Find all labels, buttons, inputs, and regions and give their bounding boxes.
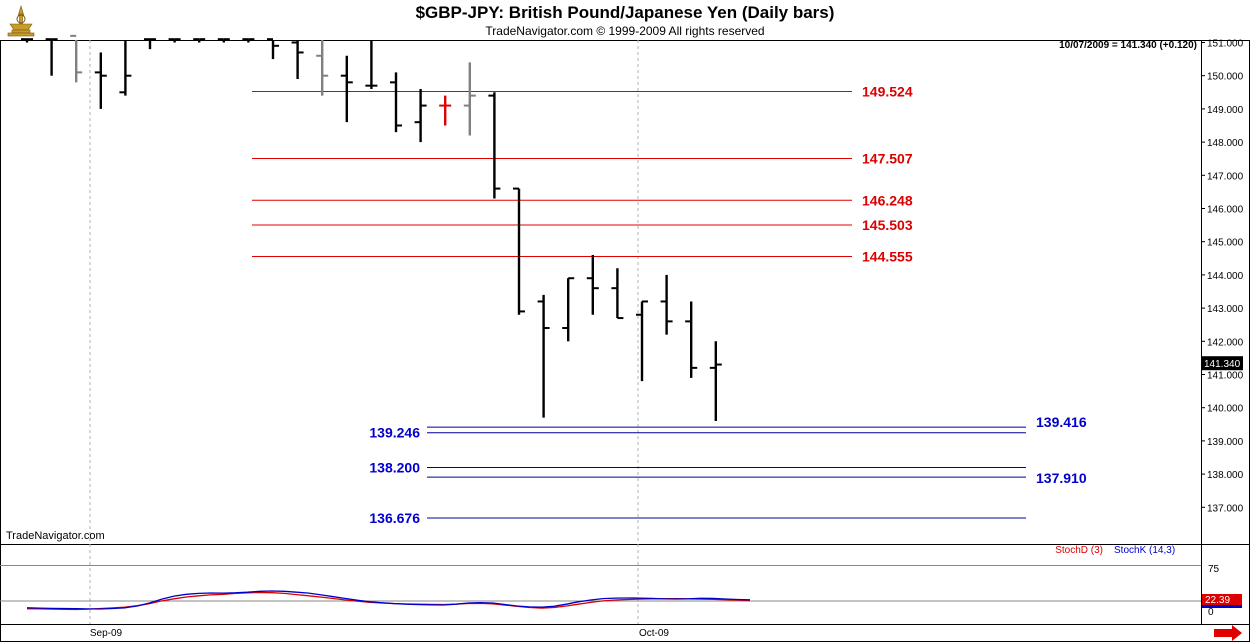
chart-grid [89,40,639,624]
date-axis: Sep-09 Oct-09 [90,628,670,639]
ohlc-bar [119,40,132,96]
date-tick-label: Sep-09 [90,628,123,639]
ohlc-bar [611,268,624,320]
resistance-label: 146.248 [862,192,913,208]
price-tick-label: 144.000 [1207,271,1244,282]
trade-navigator-logo [4,4,38,38]
support-label: 137.910 [1036,470,1087,486]
date-tick-label: Oct-09 [639,628,669,639]
ohlc-bar [537,294,550,418]
chart-title: $GBP-JPY: British Pound/Japanese Yen (Da… [415,3,835,22]
support-label: 139.246 [369,425,420,441]
stoch-k-line [26,590,751,610]
last-quote-label: 10/07/2009 = 141.340 (+0.120) [1059,40,1197,51]
ohlc-bar [685,301,698,378]
ohlc-bar [513,187,525,315]
price-tick-label: 141.000 [1207,371,1244,382]
price-tick-label: 150.000 [1207,72,1244,83]
ohlc-bar [144,38,156,50]
ohlc-bar [390,72,402,133]
price-tick-label: 143.000 [1207,304,1244,315]
resistance-label: 147.507 [862,150,913,166]
price-tick-label: 139.000 [1207,437,1244,448]
ohlc-bar [291,40,304,80]
price-tick-label: 142.000 [1207,337,1244,348]
stoch-tick-label: 75 [1208,564,1220,575]
price-tick-label: 137.000 [1207,503,1244,514]
ohlc-bar [94,52,107,109]
resistance-label: 149.524 [862,84,913,100]
ohlc-bar [193,38,206,43]
ohlc-bar [267,38,279,60]
ohlc-bar [168,38,181,43]
stoch-k-value-strip [1202,605,1242,608]
stoch-d-legend: StochD (3) [1055,545,1103,556]
ohlc-bar [660,274,673,335]
price-tick-label: 148.000 [1207,138,1244,149]
ohlc-bar [340,55,353,123]
ohlc-bar [709,341,722,421]
ohlc-bar [636,300,648,382]
ohlc-bar [21,38,33,43]
support-label: 138.200 [369,459,420,475]
ohlc-bar [217,38,230,43]
ohlc-bar [316,40,329,96]
ohlc-bar [439,95,452,126]
stoch-value-box [1202,594,1242,605]
price-bars [21,34,722,421]
stochastic-panel: 0 75 StochD (3) StochK (14,3) 22.39 [0,545,1242,618]
chart-header: $GBP-JPY: British Pound/Japanese Yen (Da… [0,0,1250,40]
support-label: 136.676 [369,510,420,526]
stoch-tick-label: 0 [1208,607,1214,618]
price-tick-label: 146.000 [1207,205,1244,216]
price-tick-label: 145.000 [1207,238,1244,249]
resistance-label: 144.555 [862,248,913,264]
price-axis: 137.000 138.000 139.000 140.000 141.000 142.0… [1201,39,1244,514]
ohlc-bar [414,88,427,143]
chart-subtitle: TradeNavigator.com © 1999-2009 All right… [485,24,765,38]
ohlc-bar [242,38,255,43]
last-price-box [1202,356,1243,371]
price-tick-label: 151.000 [1207,39,1244,50]
ohlc-bar [45,38,58,76]
ohlc-bar [365,40,378,89]
price-levels: 149.524 147.507 146.248 145.503 144.555 139.2… [252,84,1087,526]
stoch-k-legend: StochK (14,3) [1114,545,1175,556]
ohlc-bar [562,277,575,342]
resistance-label: 145.503 [862,217,913,233]
price-tick-label: 138.000 [1207,470,1244,481]
ohlc-bar [463,62,476,136]
ohlc-bar [488,92,501,199]
last-price-label: 141.340 [1204,359,1241,370]
price-tick-label: 147.000 [1207,171,1244,182]
price-tick-label: 149.000 [1207,105,1244,116]
watermark: TradeNavigator.com [6,530,105,542]
price-tick-label: 140.000 [1207,404,1244,415]
scroll-right-arrow-icon[interactable] [1214,625,1242,641]
ohlc-bar [586,254,599,315]
ohlc-bar [70,34,83,83]
stoch-value-label: 22.39 [1205,595,1230,606]
support-label: 139.416 [1036,414,1087,430]
